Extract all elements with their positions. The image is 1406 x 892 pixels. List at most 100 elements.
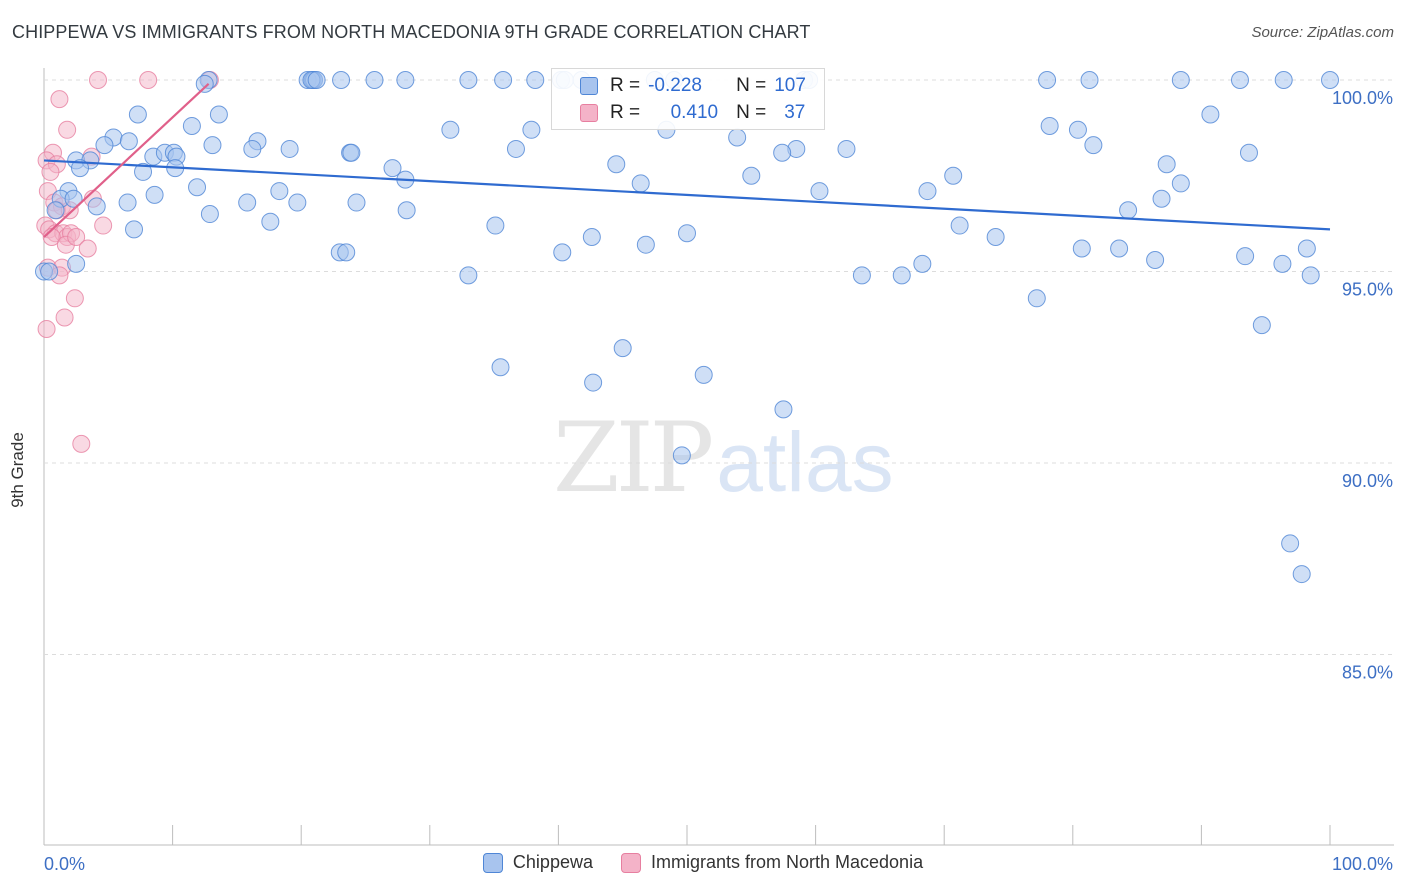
point-chippewa	[852, 266, 871, 285]
y-tick-label: 90.0%	[1342, 471, 1393, 491]
point-chippewa	[46, 201, 65, 220]
watermark-atlas: atlas	[716, 415, 894, 509]
point-chippewa	[892, 266, 911, 285]
point-chippewa	[134, 162, 153, 181]
point-macedonia	[55, 308, 74, 327]
legend-r-value: 0.410	[670, 102, 719, 123]
point-chippewa	[182, 116, 201, 135]
legend-swatch-blue	[580, 77, 598, 95]
point-chippewa	[40, 262, 59, 281]
legend-swatch-blue	[482, 852, 503, 873]
point-chippewa	[1110, 239, 1129, 258]
point-chippewa	[1230, 71, 1249, 89]
point-chippewa	[1273, 254, 1292, 273]
point-chippewa	[491, 358, 510, 377]
point-chippewa	[526, 71, 545, 89]
point-macedonia	[65, 289, 84, 308]
point-macedonia	[139, 71, 158, 89]
point-chippewa	[1171, 174, 1190, 193]
point-chippewa	[342, 143, 361, 162]
point-macedonia	[89, 71, 108, 89]
point-chippewa	[280, 139, 299, 158]
point-chippewa	[1297, 239, 1316, 258]
point-chippewa	[270, 182, 289, 201]
point-chippewa	[607, 155, 626, 174]
point-chippewa	[486, 216, 505, 235]
point-chippewa	[337, 243, 356, 262]
point-chippewa	[1236, 247, 1255, 266]
point-chippewa	[188, 178, 207, 197]
source-label: Source: ZipAtlas.com	[1251, 24, 1394, 41]
watermark: ZIPatlas	[553, 402, 894, 514]
point-chippewa	[986, 228, 1005, 247]
point-chippewa	[918, 182, 937, 201]
point-chippewa	[1292, 565, 1311, 584]
point-chippewa	[1146, 251, 1165, 270]
point-chippewa	[837, 139, 856, 158]
x-tick-label: 100.0%	[1332, 854, 1393, 874]
point-chippewa	[397, 201, 416, 220]
point-chippewa	[64, 189, 83, 208]
legend-row-chippewa: R = -0.228 N = 107	[552, 73, 806, 99]
point-chippewa	[145, 185, 164, 204]
point-chippewa	[553, 243, 572, 262]
point-chippewa	[365, 71, 384, 89]
point-chippewa	[383, 159, 402, 178]
legend-n-label: N =	[736, 102, 767, 123]
point-chippewa	[1274, 71, 1293, 89]
y-tick-label: 100.0%	[1332, 88, 1393, 108]
point-chippewa	[307, 71, 326, 89]
point-chippewa	[332, 71, 351, 89]
point-chippewa	[773, 143, 792, 162]
point-chippewa	[203, 136, 222, 155]
point-chippewa	[87, 197, 106, 216]
point-macedonia	[67, 228, 86, 247]
point-chippewa	[125, 220, 144, 239]
point-macedonia	[94, 216, 113, 235]
point-chippewa	[441, 120, 460, 139]
series-legend: Chippewa Immigrants from North Macedonia	[0, 852, 1406, 873]
point-chippewa	[613, 339, 632, 358]
point-chippewa	[582, 228, 601, 247]
point-chippewa	[1281, 534, 1300, 553]
point-chippewa	[243, 139, 262, 158]
point-chippewa	[1152, 189, 1171, 208]
point-chippewa	[209, 105, 228, 124]
legend-n-value: 37	[784, 102, 806, 123]
point-chippewa	[1072, 239, 1091, 258]
point-chippewa	[128, 105, 147, 124]
legend-r-label: R =	[610, 102, 641, 123]
point-macedonia	[58, 120, 77, 139]
point-chippewa	[678, 224, 696, 243]
point-chippewa	[1119, 201, 1138, 220]
point-macedonia	[72, 434, 91, 453]
point-chippewa	[200, 205, 219, 224]
point-chippewa	[1157, 155, 1176, 174]
point-chippewa	[494, 71, 513, 89]
point-chippewa	[506, 139, 525, 158]
correlation-legend: R = -0.228 N = 107 R = 0.410 N = 37	[551, 68, 825, 130]
point-chippewa	[67, 254, 86, 273]
point-chippewa	[1171, 71, 1190, 89]
point-chippewa	[288, 193, 307, 212]
point-macedonia	[50, 90, 69, 109]
point-chippewa	[950, 216, 969, 235]
trendline-chippewa	[43, 159, 1331, 231]
legend-row-macedonia: R = 0.410 N = 37	[552, 100, 805, 126]
legend-n-label: N =	[736, 75, 767, 96]
point-chippewa	[396, 71, 415, 89]
point-chippewa	[913, 254, 932, 273]
point-chippewa	[1239, 143, 1258, 162]
point-chippewa	[195, 74, 214, 93]
point-macedonia	[37, 319, 56, 338]
point-chippewa	[1252, 316, 1271, 335]
point-chippewa	[118, 193, 137, 212]
point-chippewa	[1321, 71, 1339, 89]
point-chippewa	[1068, 120, 1087, 139]
point-chippewa	[694, 365, 713, 384]
point-chippewa	[774, 400, 793, 419]
legend-swatch-pink	[620, 852, 641, 873]
point-chippewa	[728, 128, 747, 147]
point-chippewa	[636, 235, 655, 254]
legend-r-value: -0.228	[648, 75, 702, 96]
